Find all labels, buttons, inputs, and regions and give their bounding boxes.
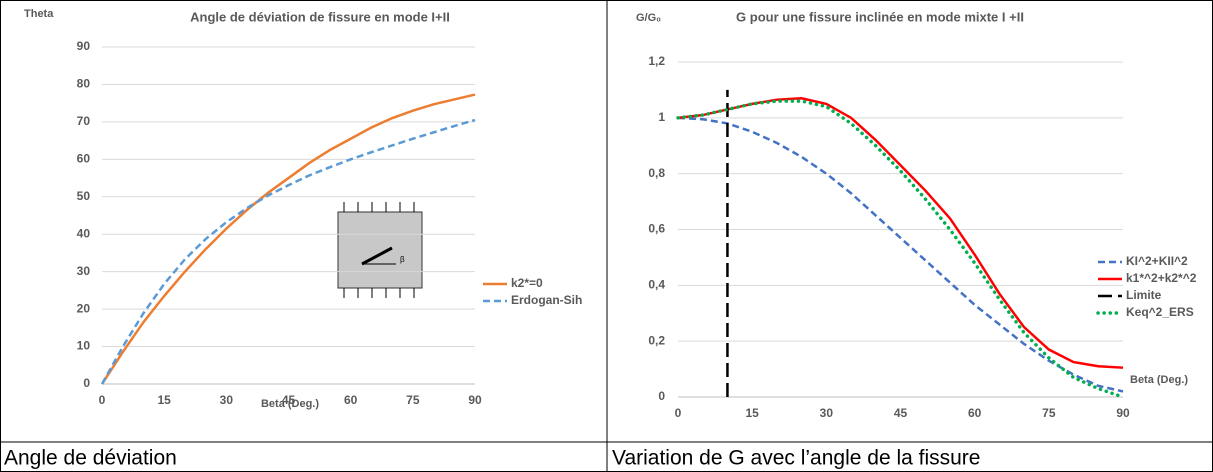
- x-tick-label: 45: [894, 406, 908, 420]
- legend-label: Erdogan-Sih: [511, 293, 582, 307]
- x-tick-label: 75: [406, 393, 420, 407]
- y-tick-label: 20: [77, 301, 91, 315]
- legend-label: KI^2+KII^2: [1126, 254, 1188, 268]
- y-tick-label: 0,4: [648, 278, 665, 292]
- y-tick-label: 1,2: [648, 54, 665, 68]
- y-tick-label: 0: [658, 389, 665, 403]
- x-tick-label: 60: [968, 406, 982, 420]
- legend-label: k1*^2+k2*^2: [1126, 271, 1197, 285]
- y-axis-label: G/G₀: [636, 12, 661, 24]
- y-tick-label: 70: [77, 114, 91, 128]
- y-tick-label: 30: [77, 264, 91, 278]
- y-tick-label: 0: [83, 376, 90, 390]
- x-tick-label: 30: [220, 393, 234, 407]
- x-tick-label: 15: [745, 406, 759, 420]
- caption: Angle de déviation: [4, 447, 177, 470]
- chart-title: G pour une fissure inclinée en mode mixt…: [736, 9, 1024, 24]
- series-line: [676, 99, 1125, 399]
- caption: Variation de G avec l’angle de la fissur…: [612, 447, 980, 470]
- legend-label: Keq^2_ERS: [1126, 305, 1194, 319]
- y-tick-label: 90: [77, 39, 91, 53]
- x-tick-label: 15: [157, 393, 171, 407]
- x-tick-label: 0: [675, 406, 682, 420]
- series-line: [100, 93, 476, 385]
- inset-diagram: [337, 202, 423, 298]
- x-tick-label: 75: [1042, 406, 1056, 420]
- x-tick-label: 90: [468, 393, 482, 407]
- y-tick-label: 0,2: [648, 333, 665, 347]
- y-tick-label: 40: [77, 226, 91, 240]
- legend-label: Limite: [1126, 288, 1162, 302]
- x-axis-label: Beta (Deg.): [1130, 374, 1188, 386]
- inset-label: β: [400, 255, 405, 264]
- y-tick-label: 50: [77, 189, 91, 203]
- series-line: [100, 118, 476, 385]
- y-tick-label: 0,8: [648, 166, 665, 180]
- y-axis-label: Theta: [24, 8, 54, 20]
- x-axis-label: Beta (Deg.): [261, 398, 319, 410]
- legend-label: k2*=0: [511, 276, 543, 290]
- x-tick-label: 45: [282, 393, 296, 407]
- x-tick-label: 90: [1116, 406, 1130, 420]
- x-tick-label: 60: [344, 393, 358, 407]
- y-tick-label: 60: [77, 152, 91, 166]
- y-tick-label: 80: [77, 77, 91, 91]
- chart-title: Angle de déviation de fissure en mode I+…: [190, 9, 450, 24]
- y-tick-label: 0,6: [648, 222, 665, 236]
- x-tick-label: 0: [99, 393, 106, 407]
- y-tick-label: 1: [658, 110, 665, 124]
- y-tick-label: 10: [77, 339, 91, 353]
- series-line: [677, 116, 1124, 393]
- series-line: [677, 97, 1124, 369]
- x-tick-label: 30: [820, 406, 834, 420]
